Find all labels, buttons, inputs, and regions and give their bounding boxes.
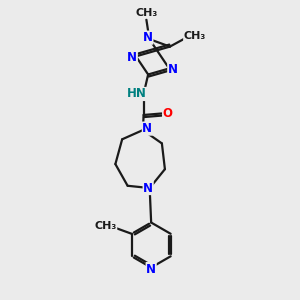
Text: N: N — [142, 122, 152, 135]
Text: N: N — [146, 262, 156, 275]
Text: N: N — [143, 31, 153, 44]
Text: N: N — [168, 64, 178, 76]
Text: CH₃: CH₃ — [94, 221, 117, 231]
Text: N: N — [127, 51, 137, 64]
Text: CH₃: CH₃ — [135, 8, 158, 18]
Text: CH₃: CH₃ — [184, 31, 206, 41]
Text: N: N — [143, 182, 153, 194]
Text: O: O — [163, 107, 172, 120]
Text: HN: HN — [127, 88, 147, 100]
